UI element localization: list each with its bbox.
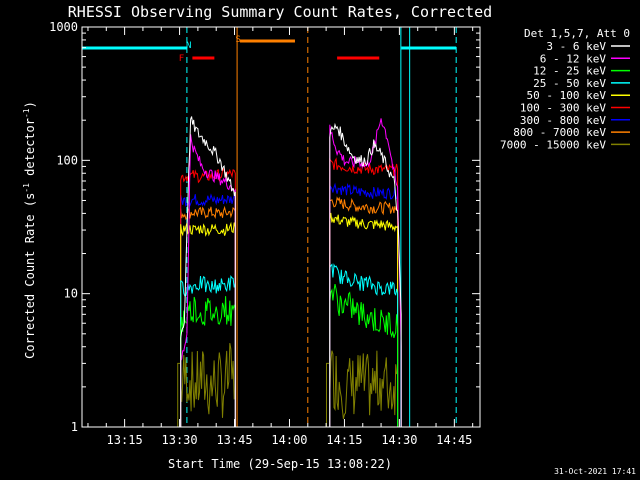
series-line-0-seg1	[180, 116, 236, 427]
y-label-part1: Corrected Count Rate (s	[23, 193, 37, 359]
legend-label-3: 25 - 50 keV	[533, 77, 606, 90]
x-tick-label-0: 13:15	[107, 433, 143, 447]
annotation-S: S	[235, 35, 240, 45]
series-line-4-seg2	[329, 212, 399, 427]
x-tick-label-2: 13:45	[216, 433, 252, 447]
footer-timestamp: 31-Oct-2021 17:41	[554, 467, 636, 476]
y-label-sup1: -1	[22, 183, 31, 193]
series-line-1-seg2	[329, 118, 402, 427]
series-line-2-seg1	[180, 296, 236, 427]
y-tick-label-3: 1000	[49, 20, 78, 34]
series-line-0-seg2	[329, 122, 402, 427]
legend-label-1: 6 - 12 keV	[540, 52, 607, 65]
axes: 1 10 100 1000 13:15 13:30 13:45 14:00 14:15 14:30…	[49, 20, 481, 447]
x-tick-label-1: 13:30	[162, 433, 198, 447]
plot-frame	[81, 26, 481, 428]
legend-label-4: 50 - 100 keV	[527, 89, 607, 102]
x-tick-label-3: 14:00	[271, 433, 307, 447]
y-tick-label-2: 100	[56, 153, 78, 167]
series-line-6-seg2	[329, 182, 399, 427]
series-line-8-seg2	[329, 350, 399, 427]
legend-label-2: 12 - 25 keV	[533, 65, 606, 78]
gap-box-1	[325, 362, 331, 428]
series-line-7-seg2	[329, 196, 399, 427]
series-line-2-seg2	[329, 283, 399, 427]
legend-label-8: 7000 - 15000 keV	[500, 138, 606, 151]
legend-title: Det 1,5,7, Att 0	[524, 27, 630, 40]
chart-title: RHESSI Observing Summary Count Rates, Co…	[68, 3, 492, 21]
y-label-sup2: -1	[22, 108, 31, 118]
annotation-F: F	[179, 54, 184, 64]
series-line-1-seg1	[180, 134, 236, 427]
y-tick-label-1: 10	[64, 287, 78, 301]
y-label-part2: detector	[23, 118, 37, 183]
annotation-N: N	[186, 41, 191, 51]
series-line-8-seg1	[180, 343, 236, 427]
x-tick-label-4: 14:15	[326, 433, 362, 447]
legend-label-6: 300 - 800 keV	[520, 114, 606, 127]
y-label-part3: )	[23, 101, 37, 108]
legend-label-7: 800 - 7000 keV	[513, 126, 606, 139]
y-tick-label-0: 1	[71, 420, 78, 434]
series-line-3-seg2	[329, 263, 399, 427]
y-axis-label: Corrected Count Rate (s-1 detector-1)	[22, 101, 37, 359]
x-tick-label-5: 14:30	[381, 433, 417, 447]
x-tick-label-6: 14:45	[436, 433, 472, 447]
series-line-3-seg1	[180, 275, 236, 427]
svg-text:Corrected Count Rate (s-1 dete: Corrected Count Rate (s-1 detector-1)	[22, 101, 37, 359]
legend-label-5: 100 - 300 keV	[520, 102, 606, 115]
x-axis-label: Start Time (29-Sep-15 13:08:22)	[168, 457, 392, 471]
plot-area: NF S	[81, 27, 457, 428]
legend-label-0: 3 - 6 keV	[546, 40, 606, 53]
